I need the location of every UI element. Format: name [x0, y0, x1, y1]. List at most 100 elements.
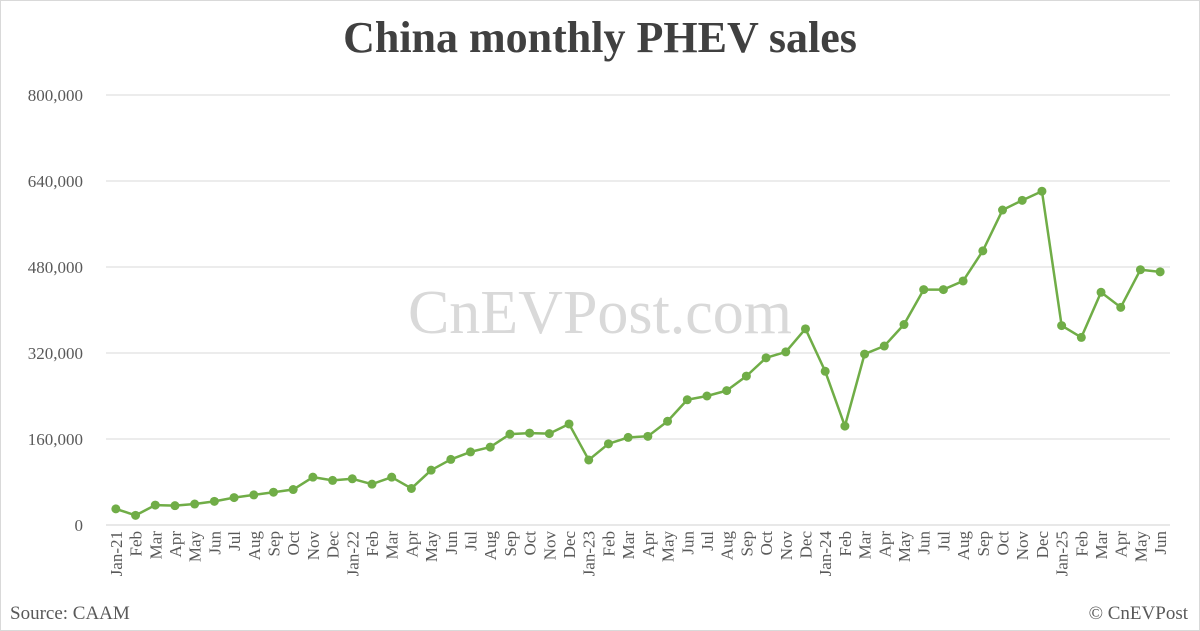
x-tick-label: Mar [856, 531, 875, 560]
data-point [466, 447, 476, 457]
data-point [919, 285, 929, 295]
x-tick-label: Feb [127, 531, 146, 557]
x-tick-label: Apr [166, 531, 185, 558]
series-points [111, 186, 1165, 520]
data-point [249, 490, 259, 500]
data-point [268, 487, 278, 497]
x-tick-label: Nov [304, 531, 323, 561]
x-tick-label: Apr [1112, 531, 1131, 558]
x-tick-label: Sep [264, 531, 283, 557]
y-axis-tick-labels: 0 160,000 320,000 480,000 640,000 800,000 [28, 86, 83, 535]
source-note: Source: CAAM [10, 603, 130, 624]
x-tick-label: Sep [737, 531, 756, 557]
x-tick-label: Jan-22 [343, 531, 362, 576]
data-point [564, 419, 574, 429]
x-tick-label: Apr [875, 531, 894, 558]
data-point [958, 276, 968, 286]
x-tick-label: Jul [225, 531, 244, 551]
x-tick-label: Feb [1072, 531, 1091, 557]
data-point [190, 499, 200, 509]
y-tick-label: 0 [75, 516, 84, 535]
x-tick-label: Aug [718, 531, 737, 561]
chart-title: China monthly PHEV sales [343, 13, 857, 62]
x-tick-label: Jan-21 [107, 531, 126, 576]
data-point [702, 391, 712, 401]
x-tick-label: Oct [284, 531, 303, 556]
data-point [860, 349, 870, 359]
data-point [288, 485, 298, 495]
y-tick-label: 800,000 [28, 86, 83, 105]
x-tick-label: May [895, 531, 914, 563]
x-tick-label: Nov [1013, 531, 1032, 561]
x-tick-label: Jun [915, 531, 934, 555]
data-point [722, 386, 732, 396]
x-tick-label: Jun [678, 531, 697, 555]
data-point [1017, 195, 1027, 205]
x-tick-label: Jun [442, 531, 461, 555]
data-point [209, 496, 219, 506]
x-tick-label: Mar [146, 531, 165, 560]
watermark-text: CnEVPost.com [408, 279, 792, 347]
x-tick-label: Oct [994, 531, 1013, 556]
x-tick-label: May [659, 531, 678, 563]
y-tick-label: 640,000 [28, 172, 83, 191]
data-point [663, 416, 673, 426]
x-tick-label: Feb [836, 531, 855, 557]
x-tick-label: Jan-23 [580, 531, 599, 576]
data-point [406, 483, 416, 493]
x-tick-label: Apr [402, 531, 421, 558]
data-point [623, 432, 633, 442]
x-tick-label: May [1131, 531, 1150, 563]
data-point [938, 285, 948, 295]
data-point [800, 324, 810, 334]
x-tick-label: May [422, 531, 441, 563]
x-tick-label: Oct [757, 531, 776, 556]
x-tick-label: Jul [698, 531, 717, 551]
x-axis-tick-labels: Jan-21 Feb Mar Apr May Jun Jul Aug Sep Oct Nov Dec J… [107, 531, 1170, 577]
data-point [781, 347, 791, 357]
x-tick-label: Aug [481, 531, 500, 561]
data-point [820, 366, 830, 376]
data-point [1116, 302, 1126, 312]
data-point [1155, 267, 1165, 277]
data-point [446, 454, 456, 464]
data-point [761, 353, 771, 363]
x-tick-label: Nov [540, 531, 559, 561]
x-tick-label: Aug [245, 531, 264, 561]
data-point [840, 421, 850, 431]
data-point [682, 395, 692, 405]
x-tick-label: Dec [324, 531, 343, 559]
x-tick-label: Sep [974, 531, 993, 557]
x-tick-label: Jul [462, 531, 481, 551]
data-point [1057, 321, 1067, 331]
data-point [1096, 287, 1106, 297]
x-tick-label: Feb [599, 531, 618, 557]
data-point [426, 465, 436, 475]
data-point [387, 472, 397, 482]
data-point [328, 475, 338, 485]
data-point [347, 474, 357, 484]
data-point [485, 442, 495, 452]
data-point [584, 455, 594, 465]
x-tick-label: Mar [383, 531, 402, 560]
data-point [879, 341, 889, 351]
x-tick-label: Oct [521, 531, 540, 556]
data-point [1037, 186, 1047, 196]
data-point [150, 500, 160, 510]
x-tick-label: Jul [934, 531, 953, 551]
x-tick-label: Mar [1092, 531, 1111, 560]
data-point [505, 429, 515, 439]
copyright-note: © CnEVPost [1088, 603, 1188, 624]
x-tick-label: Nov [777, 531, 796, 561]
x-tick-label: May [186, 531, 205, 563]
x-tick-label: Dec [560, 531, 579, 559]
x-tick-label: Aug [954, 531, 973, 561]
data-point [741, 371, 751, 381]
gridlines [106, 94, 1170, 440]
y-tick-label: 320,000 [28, 344, 83, 363]
data-point [899, 320, 909, 330]
x-tick-label: Jun [205, 531, 224, 555]
data-point [525, 428, 535, 438]
x-tick-label: Jun [1151, 531, 1170, 555]
